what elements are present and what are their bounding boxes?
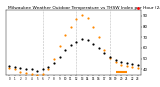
- Point: [86, 40, 89, 41]
- Point: [81, 39, 83, 40]
- Point: [13, 67, 16, 68]
- Point: [58, 45, 61, 47]
- Point: [36, 70, 39, 71]
- Point: [75, 18, 78, 20]
- Point: [98, 47, 100, 49]
- Point: [42, 69, 44, 70]
- Point: [103, 49, 106, 51]
- Text: Milwaukee Weather Outdoor Temperature vs THSW Index per Hour (24 Hours): Milwaukee Weather Outdoor Temperature vs…: [8, 6, 160, 10]
- Point: [36, 74, 39, 76]
- Point: [58, 56, 61, 57]
- Point: [109, 56, 111, 57]
- Point: [47, 67, 50, 68]
- Point: [125, 66, 128, 67]
- Point: [19, 71, 22, 72]
- Point: [103, 53, 106, 54]
- Point: [86, 17, 89, 19]
- Point: [8, 66, 11, 67]
- Point: [114, 59, 117, 60]
- Point: [131, 67, 134, 68]
- Point: [30, 69, 33, 70]
- Point: [92, 43, 94, 44]
- Point: [30, 73, 33, 74]
- Point: [69, 44, 72, 46]
- Point: [120, 61, 123, 63]
- Point: [13, 69, 16, 70]
- Point: [25, 72, 27, 73]
- Point: [69, 26, 72, 27]
- Point: [64, 34, 67, 36]
- Point: [114, 61, 117, 63]
- Point: [137, 64, 139, 66]
- Point: [64, 49, 67, 51]
- Point: [8, 68, 11, 69]
- Point: [25, 69, 27, 70]
- Point: [81, 14, 83, 15]
- Point: [137, 68, 139, 69]
- Point: [42, 73, 44, 74]
- Point: [53, 58, 55, 59]
- Point: [53, 62, 55, 64]
- Point: [125, 62, 128, 64]
- Point: [109, 57, 111, 58]
- Point: [137, 8, 139, 9]
- Point: [19, 68, 22, 69]
- Point: [92, 26, 94, 27]
- Point: [131, 63, 134, 65]
- Point: [47, 69, 50, 70]
- Point: [98, 37, 100, 38]
- Point: [75, 41, 78, 42]
- Point: [120, 64, 123, 66]
